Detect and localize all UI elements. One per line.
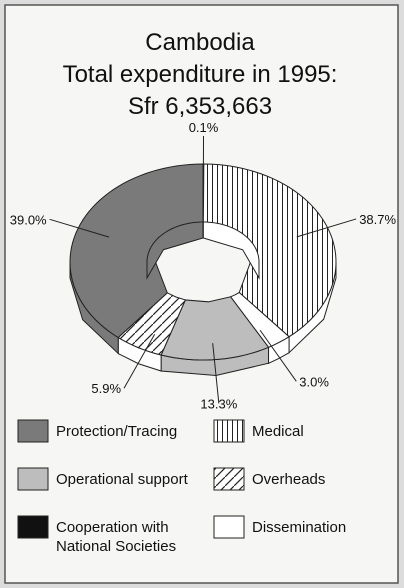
value-label: 3.0%	[299, 374, 329, 389]
legend-label: Protection/Tracing	[56, 423, 178, 440]
leader-line	[259, 329, 297, 382]
leader-line	[212, 343, 220, 404]
legend-swatch	[213, 419, 245, 443]
legend-swatch	[17, 419, 49, 443]
leader-line	[296, 218, 357, 238]
chart-title: Total expenditure in 1995:	[63, 61, 338, 88]
legend-label: Dissemination	[252, 519, 347, 536]
legend-swatch	[213, 515, 245, 539]
legend-swatch	[17, 467, 49, 491]
chart-title: Cambodia	[145, 29, 255, 56]
slice	[69, 163, 204, 339]
value-label: 0.1%	[189, 120, 219, 135]
slice	[117, 292, 187, 356]
chart-title: Sfr 6,353,663	[128, 93, 272, 120]
value-label: 38.7%	[359, 212, 396, 227]
leader-line	[49, 218, 110, 238]
value-label: 5.9%	[91, 381, 121, 396]
legend-swatch	[17, 515, 49, 539]
value-label: 39.0%	[10, 212, 47, 227]
legend-label: Cooperation with National Societies	[56, 519, 177, 555]
slice	[202, 163, 337, 338]
slice-inner-wall	[146, 221, 204, 280]
legend-label: Operational support	[56, 471, 188, 488]
slice-inner-wall	[202, 221, 260, 280]
frame	[4, 4, 399, 584]
value-label: 13.3%	[200, 396, 237, 411]
legend-label: Medical	[252, 423, 304, 440]
leader-line	[123, 334, 156, 389]
legend-label: Overheads	[252, 471, 326, 488]
legend-swatch	[213, 467, 245, 491]
